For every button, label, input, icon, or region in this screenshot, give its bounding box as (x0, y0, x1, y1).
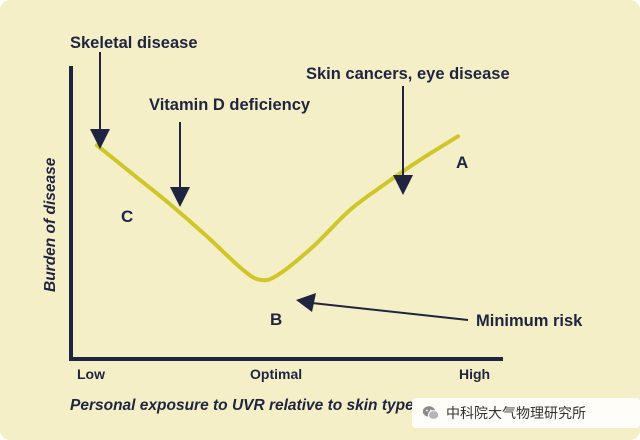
annotation-arrows (90, 52, 469, 321)
x-tick-optimal: Optimal (250, 366, 302, 382)
x-axis-label: Personal exposure to UVR relative to ski… (70, 397, 414, 414)
x-tick-low: Low (77, 366, 105, 382)
watermark: 中科院大气物理研究所 (412, 398, 640, 428)
point-label-c: C (121, 207, 133, 226)
x-tick-high: High (459, 366, 490, 382)
arrowhead-skeletal-disease (90, 129, 110, 149)
annotation-skin-cancers-eye-disease: Skin cancers, eye disease (306, 65, 510, 83)
annotation-skeletal-disease: Skeletal disease (70, 34, 198, 52)
point-label-b: B (270, 310, 282, 329)
wechat-logo-icon (422, 404, 440, 422)
annotation-minimum-risk: Minimum risk (476, 312, 583, 330)
burden-curve (95, 134, 460, 283)
arrowhead-vitamin-d (170, 187, 190, 207)
y-axis-label: Burden of disease (42, 157, 59, 292)
point-label-a: A (456, 153, 468, 172)
arrowhead-skin-cancers (393, 175, 413, 195)
arrowhead-minimum-risk (296, 293, 316, 312)
annotation-vitamin-d-deficiency: Vitamin D deficiency (149, 96, 311, 114)
watermark-text: 中科院大气物理研究所 (446, 406, 586, 422)
arrow-minimum-risk (311, 302, 469, 321)
